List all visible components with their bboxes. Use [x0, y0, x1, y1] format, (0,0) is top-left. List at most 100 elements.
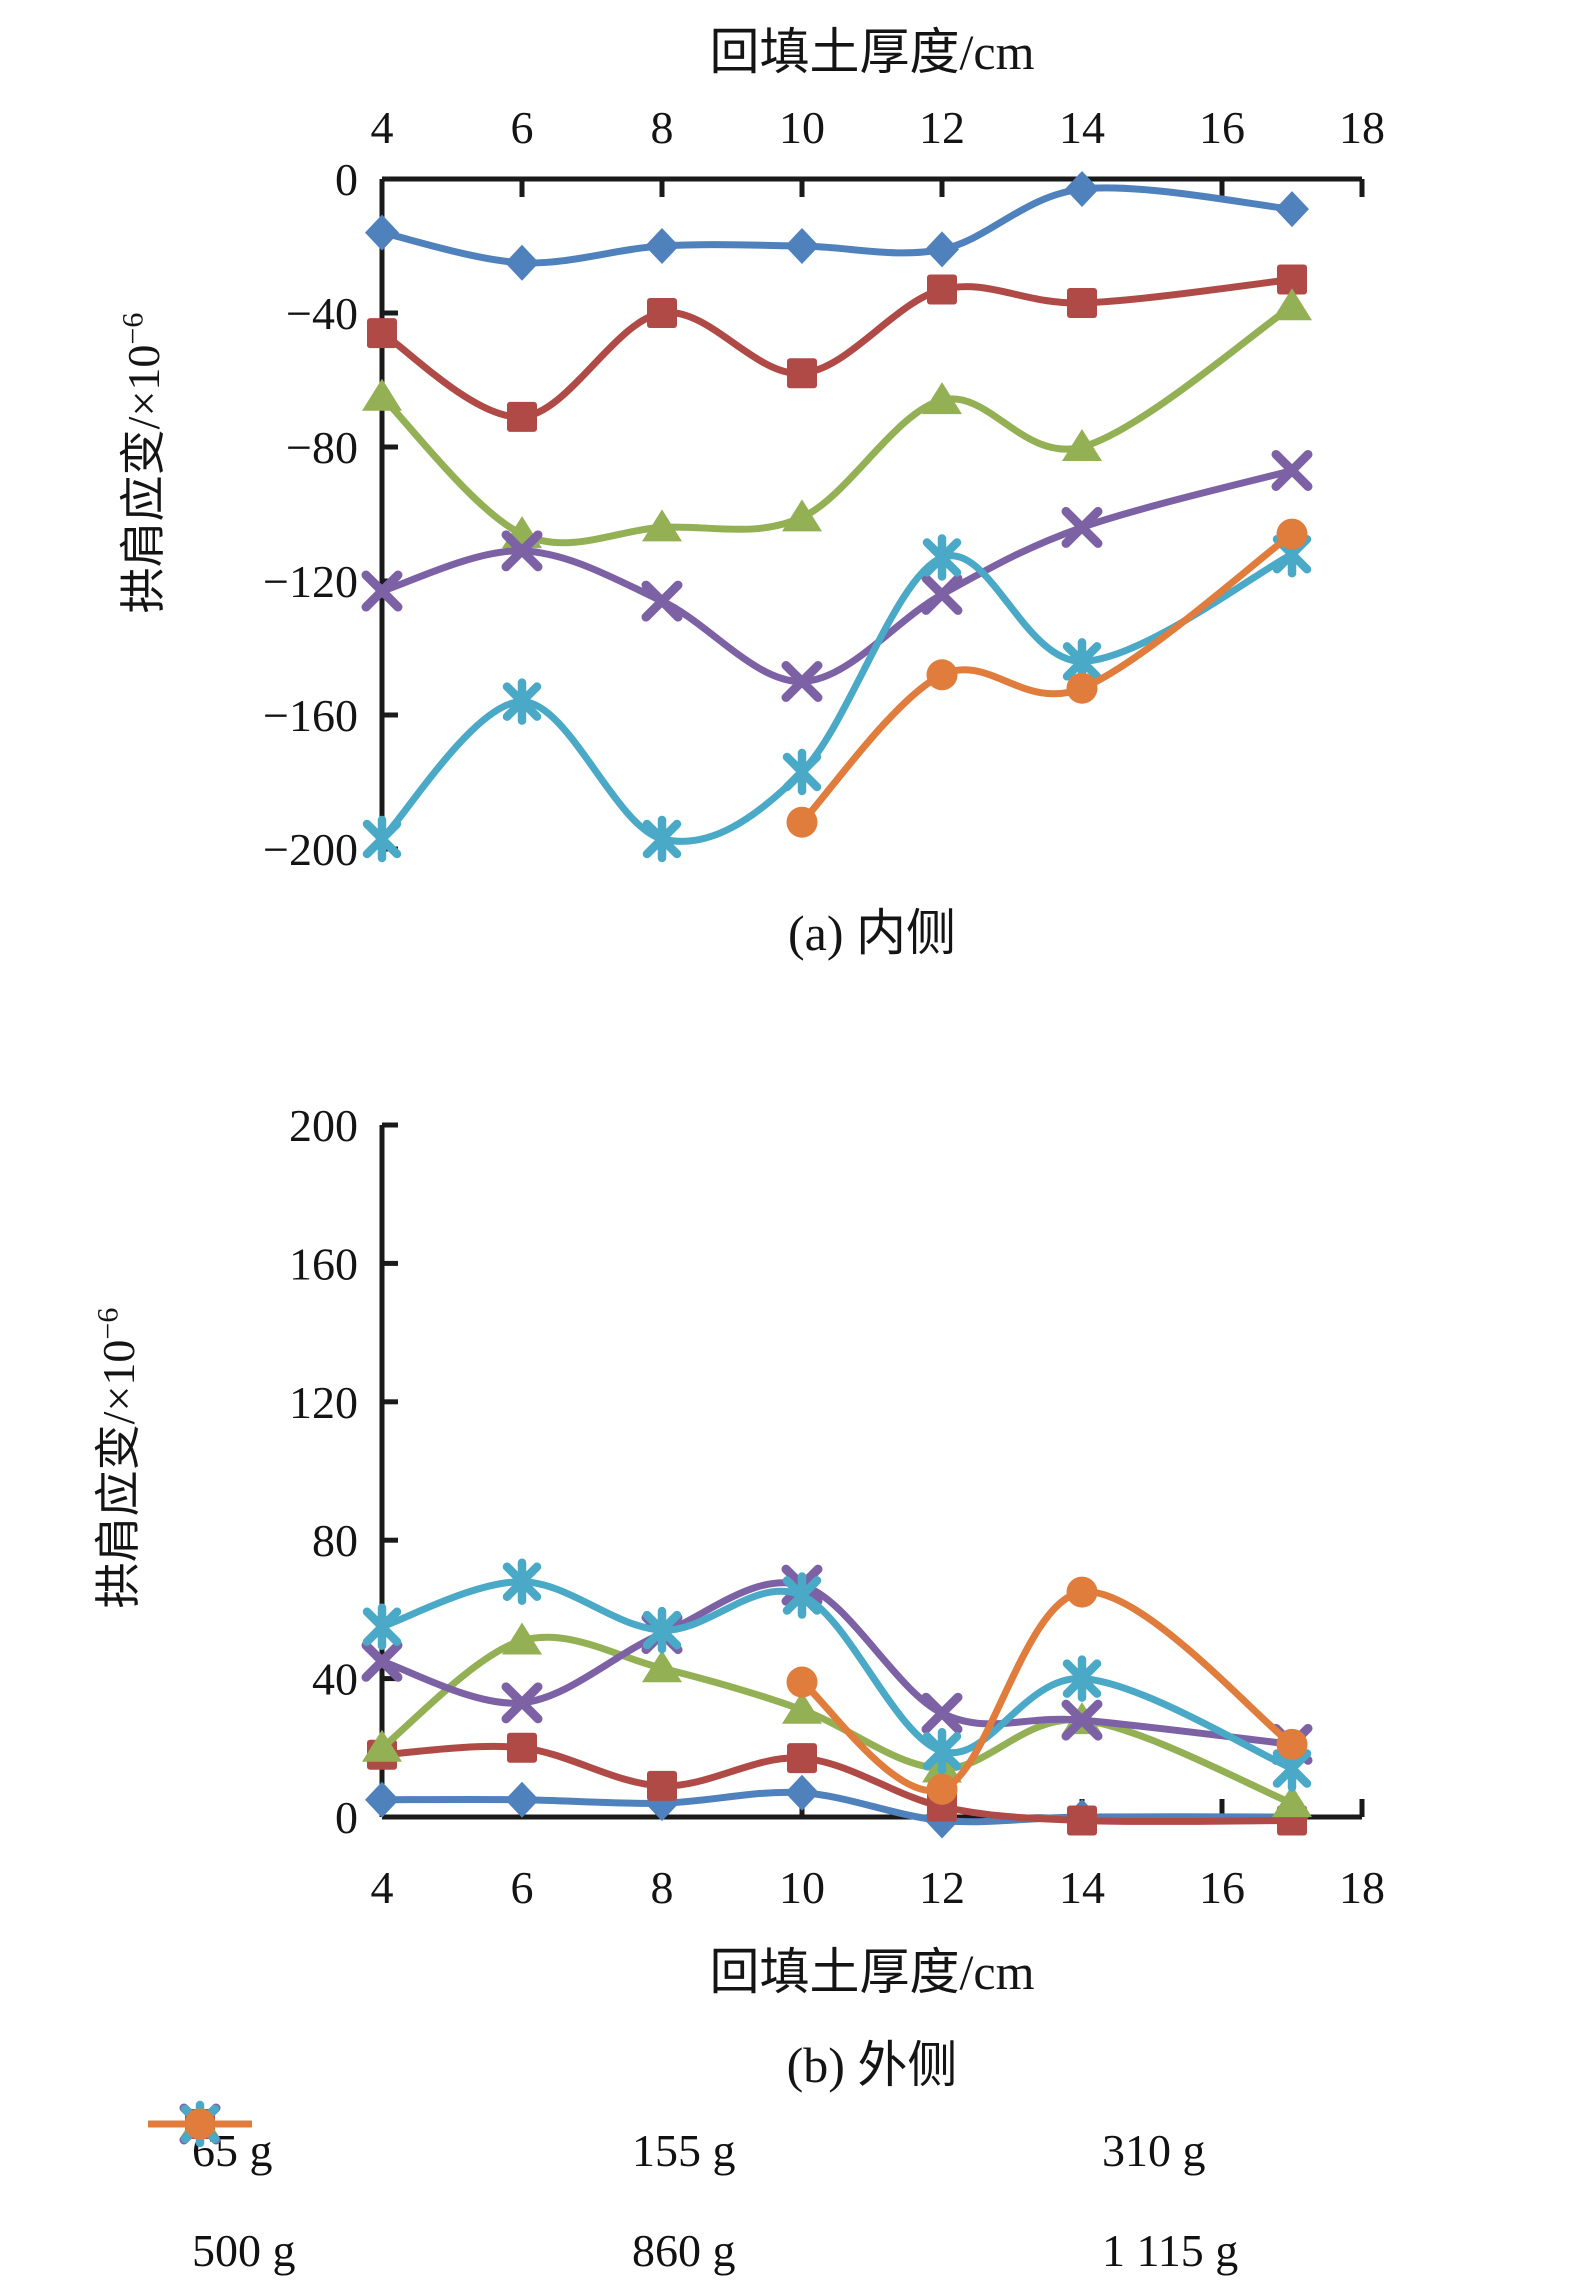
polygon: [505, 244, 539, 281]
polygon: [785, 1774, 819, 1811]
path: [502, 1558, 542, 1605]
chart-a-y-axis-title-text: 拱肩应变/×10: [118, 344, 169, 614]
chart-b-tick-labels: 4 6 8 10 12 14 16 18 0 40 80 120 160 200: [289, 1100, 1385, 1913]
x-tick-label-a: 18: [1339, 102, 1385, 153]
path: [922, 1728, 962, 1775]
legend-row-2: 500 g 860 g 1 115 g: [140, 2100, 1470, 2281]
diamond-marker: [785, 228, 819, 264]
diamond-marker: [505, 244, 539, 281]
asterisk-marker: [362, 1603, 402, 1650]
circle-marker: [786, 806, 818, 838]
legend-item-155g: 155 g: [148, 2109, 1080, 2177]
series-a-500g: [361, 449, 1313, 702]
asterisk-marker: [782, 748, 822, 796]
triangle-marker: [1062, 429, 1102, 461]
diamond-marker: [505, 1781, 539, 1818]
asterisk-marker: [642, 815, 682, 863]
circle-marker: [926, 1773, 958, 1805]
x-marker: [781, 661, 823, 702]
series-line: [798, 1588, 1296, 1795]
chart-b-y-axis-title-text: 拱肩应变/×10: [93, 1339, 144, 1609]
diamond-marker: [925, 231, 959, 268]
legend-label-500g: 500 g: [192, 2224, 296, 2276]
series-a-1115g: [786, 518, 1308, 838]
triangle-marker: [782, 1691, 822, 1724]
triangle-marker: [362, 1729, 402, 1762]
x-tick-label-a: 8: [651, 102, 674, 153]
chart-a-caption: (a) 内侧: [788, 905, 956, 961]
y-tick-label-a: −200: [263, 824, 358, 875]
x-marker: [361, 570, 403, 612]
y-tick-label-a: −80: [286, 422, 358, 473]
polygon: [645, 228, 679, 264]
square-marker: [927, 274, 957, 305]
x-tick-label-b: 12: [919, 1862, 965, 1913]
polygon: [642, 509, 682, 542]
diamond-marker: [365, 214, 399, 251]
chart-a-x-axis-title: 回填土厚度/cm: [382, 12, 1362, 84]
path: [642, 815, 682, 863]
rect: [367, 318, 397, 349]
square-marker: [507, 1732, 537, 1763]
path: [921, 573, 963, 615]
triangle-marker: [502, 1622, 542, 1655]
asterisk-marker: [782, 1572, 822, 1619]
rect: [787, 1743, 817, 1774]
y-tick-label-b: 0: [335, 1792, 358, 1843]
square-marker: [507, 401, 537, 432]
x-marker: [1271, 449, 1313, 491]
x-tick-label-a: 4: [371, 102, 394, 153]
legend-label-860g: 860 g: [632, 2224, 736, 2276]
circle-marker-icon: [148, 2108, 252, 2140]
x-marker: [501, 530, 543, 572]
x-marker: [921, 573, 963, 615]
path: [362, 815, 402, 863]
triangle-marker: [1272, 288, 1312, 321]
polygon: [362, 1729, 402, 1762]
circle: [786, 806, 818, 838]
triangle-marker: [642, 509, 682, 542]
circle: [786, 1666, 818, 1698]
diamond-marker: [1275, 191, 1309, 228]
rect: [647, 1770, 677, 1801]
chart-a-tick-labels: 4 6 8 10 12 14 16 18 0 −40 −80 −120 −160 −200: [263, 102, 1385, 875]
square-marker: [1277, 264, 1307, 295]
path: [1061, 506, 1103, 548]
series-line: [378, 276, 1296, 421]
chart-a-y-axis-title-sup: −6: [116, 312, 150, 345]
circle-marker: [1066, 672, 1098, 704]
rect: [927, 274, 957, 305]
legend-label-1115g: 1 115 g: [1102, 2224, 1239, 2276]
path: [1062, 1655, 1102, 1702]
x-marker: [501, 1682, 543, 1724]
series-a-860g: [362, 530, 1312, 863]
x-marker: [361, 1640, 403, 1682]
path: [501, 1682, 543, 1724]
path: [782, 1572, 822, 1619]
asterisk-marker: [922, 534, 962, 581]
path: [361, 1640, 403, 1682]
series-b-1115g: [786, 1576, 1308, 1805]
series-a-65g: [365, 171, 1309, 281]
path: [501, 530, 543, 572]
square-marker: [647, 1770, 677, 1801]
square-marker: [647, 298, 677, 328]
diamond-marker: [785, 1774, 819, 1811]
triangle-marker: [362, 378, 402, 411]
diamond-marker: [645, 228, 679, 264]
x-marker: [641, 580, 683, 622]
x-tick-label-b: 10: [779, 1862, 825, 1913]
legend-item-500g: 500 g: [140, 2103, 610, 2277]
polygon: [365, 214, 399, 251]
square-marker: [1067, 287, 1097, 318]
rect: [507, 1732, 537, 1763]
y-tick-label-a: 0: [335, 154, 358, 205]
polygon: [1062, 429, 1102, 461]
rect: [1067, 1805, 1097, 1836]
y-tick-label-b: 80: [312, 1515, 358, 1566]
x-tick-label-a: 12: [919, 102, 965, 153]
circle-marker: [1276, 1728, 1308, 1760]
circle-legend-marker: [184, 2108, 216, 2140]
path: [921, 1692, 963, 1734]
